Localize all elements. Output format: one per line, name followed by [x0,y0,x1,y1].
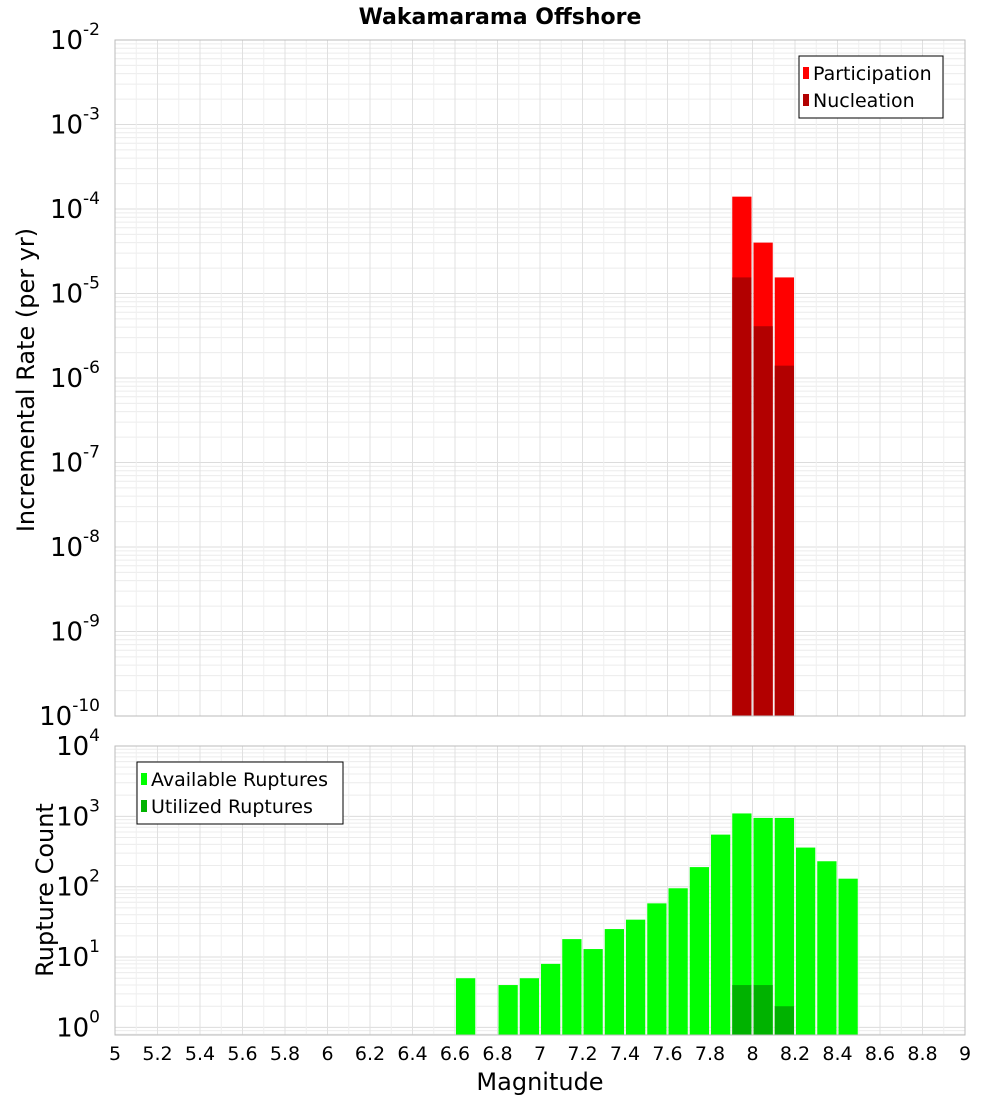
bar-available-ruptures [583,949,603,1035]
bar-available-ruptures [498,985,518,1035]
y-tick-label: 10-2 [50,20,100,56]
bar-available-ruptures [796,847,816,1035]
x-tick-label: 6.6 [440,1043,470,1065]
x-tick-label: 6.4 [397,1043,427,1065]
x-tick-label: 8.8 [907,1043,937,1065]
legend-swatch [141,773,147,785]
y-tick-label: 10-5 [50,274,100,310]
y-tick-label: 10-7 [50,443,100,479]
bar-nucleation [732,277,752,716]
x-tick-label: 6.2 [355,1043,385,1065]
x-tick-label: 5 [109,1043,121,1065]
x-tick-label: 5.2 [142,1043,172,1065]
x-tick-label: 7.4 [610,1043,640,1065]
x-tick-label: 7 [534,1043,546,1065]
bottom-legend: Available Ruptures Utilized Ruptures [136,761,344,825]
bar-available-ruptures [519,978,539,1035]
x-tick-label: 5.4 [185,1043,215,1065]
bottom-y-ticks: 100 101 102 103 104 [56,726,100,1043]
top-y-ticks: 10-10 10-9 10-8 10-7 10-6 10-5 10-4 10-3 10-2 [39,20,100,732]
x-tick-label: 8.2 [780,1043,810,1065]
bar-utilized-ruptures [774,1006,794,1035]
y-tick-label: 100 [56,1007,100,1043]
legend-label: Utilized Ruptures [151,796,313,818]
bar-available-ruptures [689,867,709,1035]
chart-title: Wakamarama Offshore [359,5,642,30]
top-panel: 10-10 10-9 10-8 10-7 10-6 10-5 10-4 10-3 10-2 In… [12,20,966,732]
legend-label: Participation [813,63,932,85]
x-tick-label: 7.6 [652,1043,682,1065]
x-ticks: 5 5.2 5.4 5.6 5.8 6 6.2 6.4 6.6 6.8 7 7.2 7.4 7.6 7.8 8… [109,1043,971,1065]
top-bars [732,196,794,717]
bar-available-ruptures [541,963,561,1035]
bar-available-ruptures [838,878,858,1035]
legend-label: Available Ruptures [151,769,328,791]
bar-available-ruptures [456,978,476,1035]
y-tick-label: 10-9 [50,612,100,648]
bar-available-ruptures [626,919,646,1035]
top-legend: Participation Nucleation [798,55,944,119]
x-tick-label: 8.6 [865,1043,895,1065]
y-tick-label: 10-8 [50,527,100,563]
top-grid [114,40,966,716]
bar-available-ruptures [732,813,752,1035]
bar-available-ruptures [604,929,624,1035]
y-tick-label: 10-3 [50,105,100,141]
x-tick-label: 7.8 [695,1043,725,1065]
y-tick-label: 10-4 [50,189,100,225]
legend-box [136,761,344,825]
top-plot-border [114,39,966,717]
x-tick-label: 8.4 [822,1043,852,1065]
x-tick-label: 5.6 [227,1043,257,1065]
legend-label: Nucleation [813,90,915,112]
bar-nucleation [774,365,794,716]
y-tick-label: 101 [56,937,100,973]
bar-available-ruptures [668,888,688,1035]
y-tick-label: 103 [56,796,100,832]
legend-swatch [803,67,809,79]
bottom-plot-border [114,745,966,1036]
bottom-panel: 100 101 102 103 104 5 5.2 5.4 5.6 5.8 6 6.2 6.4 6.6 6… [31,726,971,1096]
x-tick-label: 7.2 [567,1043,597,1065]
bar-utilized-ruptures [732,985,752,1035]
y-tick-label: 104 [56,726,100,762]
bar-available-ruptures [817,861,837,1035]
y-tick-label: 10-10 [39,696,100,732]
bar-nucleation [753,326,773,716]
y-tick-label: 10-6 [50,358,100,394]
bottom-y-axis-label: Rupture Count [31,803,59,977]
x-tick-label: 8 [746,1043,758,1065]
bar-available-ruptures [774,817,794,1035]
x-tick-label: 9 [959,1043,971,1065]
bar-available-ruptures [562,939,582,1035]
legend-box [798,55,944,119]
bar-utilized-ruptures [753,985,773,1035]
bar-available-ruptures [711,834,731,1035]
bar-available-ruptures [753,817,773,1035]
legend-swatch [141,800,147,812]
y-tick-label: 102 [56,867,100,903]
x-tick-label: 6 [321,1043,333,1065]
x-tick-label: 6.8 [482,1043,512,1065]
bar-available-ruptures [647,903,667,1035]
bottom-bars [456,813,858,1035]
x-axis-label: Magnitude [476,1068,603,1096]
legend-swatch [803,94,809,106]
top-y-axis-label: Incremental Rate (per yr) [12,228,40,532]
x-tick-label: 5.8 [270,1043,300,1065]
